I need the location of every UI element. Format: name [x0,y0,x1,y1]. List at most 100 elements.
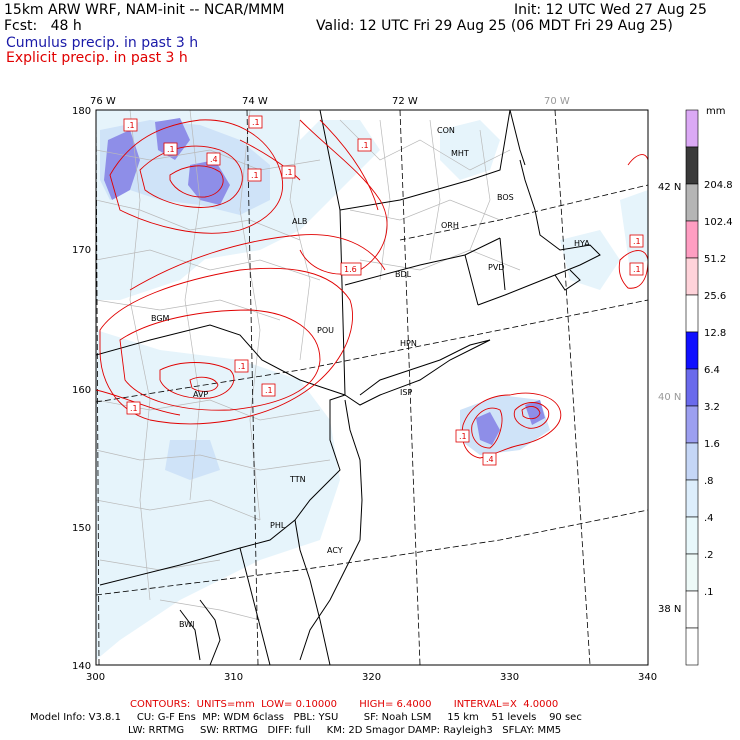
y-tick: 150 [72,523,91,534]
station-label: BWI [179,620,194,629]
svg-text:1.6: 1.6 [344,265,357,274]
legend-label: .8 [704,476,714,487]
svg-text:.1: .1 [285,168,293,177]
legend-label: 3.2 [704,402,720,413]
legend-label: 6.4 [704,365,720,376]
legend-swatch [685,146,699,185]
x-tick: 300 [86,672,105,683]
legend-label: 102.4 [704,217,733,228]
contour-label: 1.6 [340,262,362,276]
legend-label: 1.6 [704,439,720,450]
contour-label: .1 [455,429,470,443]
legend-swatch [685,368,699,407]
model-info: Model Info: V3.8.1 CU: G-F Ens MP: WDM 6… [30,712,582,723]
legend-swatch [685,516,699,555]
legend-swatch [685,590,699,629]
contour-value-labels: .1 .1 .1 .4 .1 .1 .1 1.6 .1 .1 .1 .1 .1 … [123,115,644,466]
station-label: POU [317,326,334,335]
svg-text:.1: .1 [252,118,260,127]
station-label: BDL [395,270,412,279]
svg-text:.1: .1 [251,171,259,180]
map-frame [95,109,649,666]
coastline [179,159,601,665]
legend-label: 25.6 [704,291,726,302]
station-label: BGM [151,314,170,323]
x-tick: 330 [500,672,519,683]
contour-label: .1 [281,165,296,179]
legend-label: .2 [704,550,714,561]
legend-swatch [685,294,699,333]
contour-label: .1 [247,168,262,182]
station-label: CON [437,126,455,135]
legend-label: 12.8 [704,328,726,339]
station-label: ORH [441,221,459,230]
station-label: BOS [497,193,514,202]
svg-text:.1: .1 [265,386,273,395]
legend-swatch [685,479,699,518]
longitude-label: 76 W [90,96,116,107]
svg-text:.1: .1 [238,362,246,371]
x-tick: 320 [362,672,381,683]
latitude-label: 38 N [658,604,681,615]
svg-text:.1: .1 [167,145,175,154]
y-tick: 140 [72,661,91,672]
legend-unit: mm [706,106,725,117]
contour-label: .4 [206,152,221,166]
x-axis-ticks: 300 310 320 330 340 [86,672,657,683]
longitude-label: 74 W [242,96,268,107]
contour-label: .1 [234,359,249,373]
contour-label: .4 [482,452,497,466]
station-label: MHT [451,149,469,158]
svg-text:.1: .1 [633,237,641,246]
legend-swatch [685,627,699,666]
station-label: TTN [289,475,306,484]
valid-time: Valid: 12 UTC Fri 29 Aug 25 (06 MDT Fri … [316,18,673,34]
legend-swatch [685,442,699,481]
latitude-label: 40 N [658,392,681,403]
color-legend: mm 204.8 102.4 51.2 25.6 12.8 6.4 3.2 1.6 .8 .4 .2.… [685,106,733,666]
model-info-line2: LW: RRTMG SW: RRTMG DIFF: full KM: 2D Sm… [128,725,562,736]
legend-swatch [685,405,699,444]
longitude-label: 72 W [392,96,418,107]
longitude-label: 70 W [544,96,570,107]
contour-label: .1 [163,142,178,156]
contours-info: CONTOURS: UNITS=mm LOW= 0.10000 HIGH= 6.… [130,699,559,710]
station-labels: CON MHT BOS ORH ALB BDL PVD HYA BGM POU … [151,126,590,629]
svg-text:.4: .4 [486,455,494,464]
legend-swatch [685,183,699,222]
station-label: PVD [488,263,504,272]
contour-label: .1 [357,138,372,152]
svg-text:.1: .1 [127,121,135,130]
station-label: ALB [292,217,307,226]
svg-text:.1: .1 [130,404,138,413]
legend-swatch [685,109,699,148]
forecast-hour: Fcst: 48 h [4,18,82,34]
legend-label: 204.8 [704,180,733,191]
longitude-labels: 76 W 74 W 72 W 70 W [90,96,570,107]
lat-lon-grid [96,110,648,665]
station-label: ISP [400,388,412,397]
station-label: ACY [327,546,343,555]
legend-swatch [685,553,699,592]
contour-label: .1 [248,115,263,129]
x-tick: 340 [638,672,657,683]
contour-label: .1 [126,401,141,415]
svg-text:.1: .1 [361,141,369,150]
legend-swatch [685,331,699,370]
y-tick: 180 [72,106,91,117]
init-time: Init: 12 UTC Wed 27 Aug 25 [514,2,707,18]
latitude-label: 42 N [658,182,681,193]
latitude-labels: 42 N 40 N 38 N [658,182,681,615]
contour-label: .1 [123,118,138,132]
cumulus-precip-label: Cumulus precip. in past 3 h [6,35,199,51]
svg-text:.4: .4 [210,155,218,164]
y-tick: 170 [72,245,91,256]
contour-label: .1 [629,234,644,248]
legend-label: .1 [704,587,714,598]
contour-label: .1 [261,383,276,397]
legend-swatch [685,257,699,296]
station-label: HPN [400,339,417,348]
x-tick: 310 [224,672,243,683]
legend-swatch [685,220,699,259]
